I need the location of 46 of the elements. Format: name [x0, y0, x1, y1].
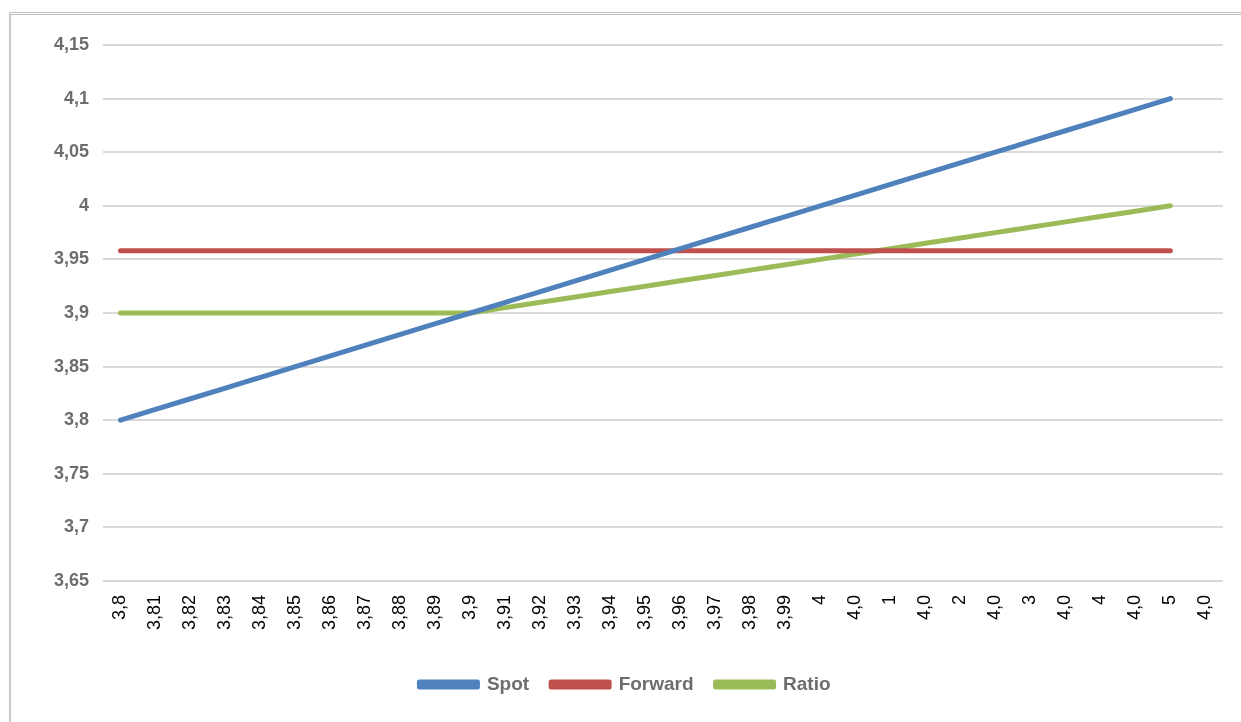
x-tick-label: 3,96 — [669, 595, 690, 631]
y-tick-label: 3,7 — [63, 516, 89, 537]
x-tick-label: 4,0 — [844, 595, 865, 621]
x-tick-label: 3 — [1019, 595, 1040, 606]
y-tick-label: 3,75 — [53, 462, 89, 483]
x-tick-label: 3,98 — [739, 595, 760, 631]
y-tick-label: 4 — [78, 194, 89, 215]
x-tick-label: 2 — [949, 595, 970, 606]
legend-label: Spot — [486, 672, 530, 694]
y-tick-label: 3,85 — [53, 355, 89, 376]
y-tick-label: 4,1 — [63, 87, 89, 108]
legend-label: Forward — [618, 672, 694, 694]
x-tick-label: 4 — [809, 595, 830, 606]
x-tick-label: 4,0 — [1054, 595, 1075, 621]
x-tick-label: 3,91 — [494, 595, 515, 631]
y-tick-label: 3,9 — [63, 301, 89, 322]
x-tick-label: 4,0 — [1124, 595, 1145, 621]
x-tick-label: 4 — [1089, 595, 1110, 606]
x-tick-label: 3,88 — [389, 595, 410, 631]
x-tick-label: 4,0 — [1194, 595, 1215, 621]
legend-label: Ratio — [783, 672, 831, 694]
x-tick-label: 3,82 — [179, 595, 200, 631]
y-tick-label: 3,95 — [53, 248, 89, 269]
x-tick-label: 3,92 — [529, 595, 550, 631]
x-tick-label: 3,8 — [109, 595, 130, 621]
x-tick-label: 3,99 — [774, 595, 795, 631]
x-tick-label: 3,86 — [319, 595, 340, 631]
x-tick-label: 3,81 — [144, 595, 165, 631]
x-tick-label: 3,83 — [214, 595, 235, 631]
x-tick-label: 3,95 — [634, 595, 655, 631]
x-tick-label: 1 — [879, 595, 900, 606]
y-tick-label: 4,15 — [53, 33, 89, 54]
x-tick-label: 3,84 — [249, 595, 270, 631]
x-tick-label: 3,87 — [354, 595, 375, 631]
x-tick-label: 3,85 — [284, 595, 305, 631]
y-tick-label: 3,8 — [63, 409, 89, 430]
x-tick-label: 3,93 — [564, 595, 585, 631]
x-tick-label: 4,0 — [914, 595, 935, 621]
x-tick-label: 3,89 — [424, 595, 445, 631]
x-tick-label: 4,0 — [984, 595, 1005, 621]
x-tick-label: 5 — [1159, 595, 1180, 606]
x-tick-label: 3,97 — [704, 595, 725, 631]
x-tick-label: 3,94 — [599, 595, 620, 631]
y-tick-label: 4,05 — [53, 141, 89, 162]
y-tick-label: 3,65 — [53, 569, 89, 590]
x-tick-label: 3,9 — [459, 595, 480, 621]
